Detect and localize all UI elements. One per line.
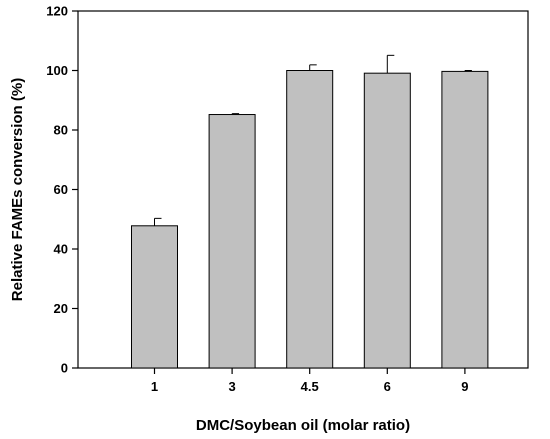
x-tick-label: 9 (461, 379, 468, 394)
bar (441, 70, 489, 369)
y-tick-label: 0 (61, 361, 68, 376)
bar (363, 72, 411, 369)
y-tick-label: 40 (54, 242, 68, 257)
y-tick-label: 120 (46, 4, 68, 19)
y-tick-label: 80 (54, 123, 68, 138)
y-tick-label: 20 (54, 301, 68, 316)
y-axis-ticks: 0 20 40 60 80 100 120 (46, 4, 78, 376)
bar (286, 70, 334, 369)
x-tick-label: 6 (384, 379, 391, 394)
x-axis-title: DMC/Soybean oil (molar ratio) (196, 417, 410, 434)
y-axis-title: Relative FAMEs conversion (%) (9, 78, 26, 301)
x-tick-label: 3 (228, 379, 235, 394)
bar (208, 114, 256, 369)
x-axis-ticks: 1 3 4.5 6 9 (151, 368, 469, 394)
bar (131, 225, 178, 369)
x-tick-label: 1 (151, 379, 158, 394)
x-tick-label: 4.5 (301, 379, 319, 394)
bars (131, 54, 489, 369)
y-tick-label: 100 (46, 63, 68, 78)
y-tick-label: 60 (54, 182, 68, 197)
